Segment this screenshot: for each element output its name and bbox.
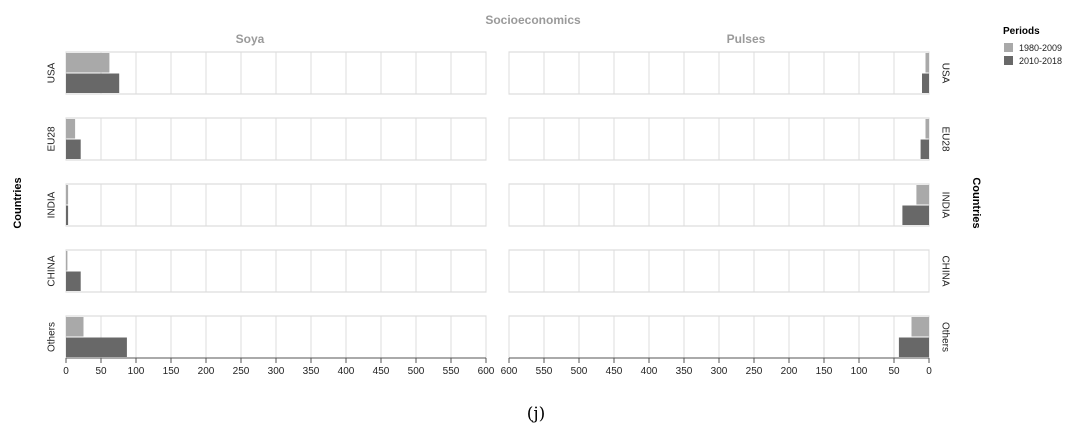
x-axis: 0 50 100 150 200 250 300 350 400 450 500 550 600 bbox=[63, 357, 495, 377]
panel-title: Soya bbox=[236, 32, 265, 46]
x-tick-label: 550 bbox=[443, 366, 460, 377]
facet-row-china: CHINA bbox=[508, 249, 950, 293]
x-tick-label: 300 bbox=[711, 366, 728, 377]
bar-1980-2009 bbox=[66, 119, 76, 139]
x-tick-label: 150 bbox=[163, 366, 180, 377]
x-tick-label: 600 bbox=[478, 366, 495, 377]
panels: Soya USA EU28 INDIA CHINA Others 0 50 100 150 200 2… bbox=[47, 32, 951, 377]
category-label: INDIA bbox=[47, 191, 58, 218]
x-tick-label: 250 bbox=[746, 366, 763, 377]
x-tick-label: 450 bbox=[606, 366, 623, 377]
bar-1980-2009 bbox=[911, 317, 929, 337]
bar-1980-2009 bbox=[66, 251, 68, 271]
bar-1980-2009 bbox=[925, 119, 929, 139]
x-tick-label: 250 bbox=[233, 366, 250, 377]
x-tick-label: 350 bbox=[676, 366, 693, 377]
facet-row-china: CHINA bbox=[47, 249, 487, 293]
bar-1980-2009 bbox=[916, 185, 929, 205]
facet-row-usa: USA bbox=[47, 51, 487, 95]
legend-label: 2010-2018 bbox=[1019, 56, 1062, 66]
x-tick-label: 200 bbox=[781, 366, 798, 377]
x-tick-label: 400 bbox=[641, 366, 658, 377]
x-tick-label: 0 bbox=[926, 366, 932, 377]
bar-2010-2018 bbox=[898, 337, 929, 357]
category-label: EU28 bbox=[939, 126, 950, 151]
x-tick-label: 550 bbox=[536, 366, 553, 377]
bar-2010-2018 bbox=[66, 73, 120, 93]
bar-2010-2018 bbox=[66, 205, 69, 225]
bar-2010-2018 bbox=[902, 205, 929, 225]
bar-1980-2009 bbox=[66, 317, 84, 337]
bar-2010-2018 bbox=[922, 73, 929, 93]
x-tick-label: 100 bbox=[128, 366, 145, 377]
bar-1980-2009 bbox=[66, 185, 69, 205]
panel-title: Pulses bbox=[727, 32, 766, 46]
bar-2010-2018 bbox=[66, 139, 81, 159]
category-label: USA bbox=[939, 63, 950, 84]
x-axis: 600 550 500 450 400 350 300 250 200 150 100 50 0 bbox=[501, 357, 932, 377]
category-label: INDIA bbox=[939, 192, 950, 219]
x-tick-label: 350 bbox=[303, 366, 320, 377]
bar-2010-2018 bbox=[66, 271, 81, 291]
facet-row-eu28: EU28 bbox=[508, 117, 950, 161]
category-label: Others bbox=[47, 322, 58, 352]
x-tick-label: 200 bbox=[198, 366, 215, 377]
x-tick-label: 400 bbox=[338, 366, 355, 377]
panel-soya: Soya USA EU28 INDIA CHINA Others 0 50 100 150 200 2… bbox=[47, 32, 495, 377]
figure-caption: (j) bbox=[527, 404, 546, 424]
category-label: EU28 bbox=[47, 126, 58, 151]
x-tick-label: 600 bbox=[501, 366, 518, 377]
y-axis-title-right: Countries bbox=[970, 177, 982, 228]
category-label: CHINA bbox=[939, 255, 950, 286]
bar-1980-2009 bbox=[66, 53, 110, 73]
legend-title: Periods bbox=[1003, 26, 1040, 37]
facet-row-usa: USA bbox=[508, 51, 950, 95]
x-tick-label: 450 bbox=[373, 366, 390, 377]
legend-swatch bbox=[1004, 56, 1013, 65]
x-tick-label: 500 bbox=[408, 366, 425, 377]
x-tick-label: 0 bbox=[63, 366, 69, 377]
facet-row-others: Others bbox=[47, 315, 487, 359]
legend: Periods 1980-2009 2010-2018 bbox=[1003, 26, 1062, 66]
bar-2010-2018 bbox=[920, 139, 929, 159]
legend-label: 1980-2009 bbox=[1019, 43, 1062, 53]
x-tick-label: 500 bbox=[571, 366, 588, 377]
x-tick-label: 50 bbox=[888, 366, 900, 377]
bar-1980-2009 bbox=[925, 53, 929, 73]
facet-row-eu28: EU28 bbox=[47, 117, 487, 161]
category-label: USA bbox=[47, 62, 58, 83]
facet-row-india: INDIA bbox=[508, 183, 950, 227]
bar-2010-2018 bbox=[66, 337, 127, 357]
category-label: CHINA bbox=[47, 255, 58, 286]
category-label: Others bbox=[939, 322, 950, 352]
legend-swatch bbox=[1004, 43, 1013, 52]
facet-row-india: INDIA bbox=[47, 183, 487, 227]
x-tick-label: 50 bbox=[95, 366, 107, 377]
chart-title: Socioeconomics bbox=[485, 13, 581, 27]
facet-row-others: Others bbox=[508, 315, 950, 359]
x-tick-label: 150 bbox=[816, 366, 833, 377]
y-axis-title-left: Countries bbox=[12, 177, 24, 228]
x-tick-label: 100 bbox=[851, 366, 868, 377]
x-tick-label: 300 bbox=[268, 366, 285, 377]
